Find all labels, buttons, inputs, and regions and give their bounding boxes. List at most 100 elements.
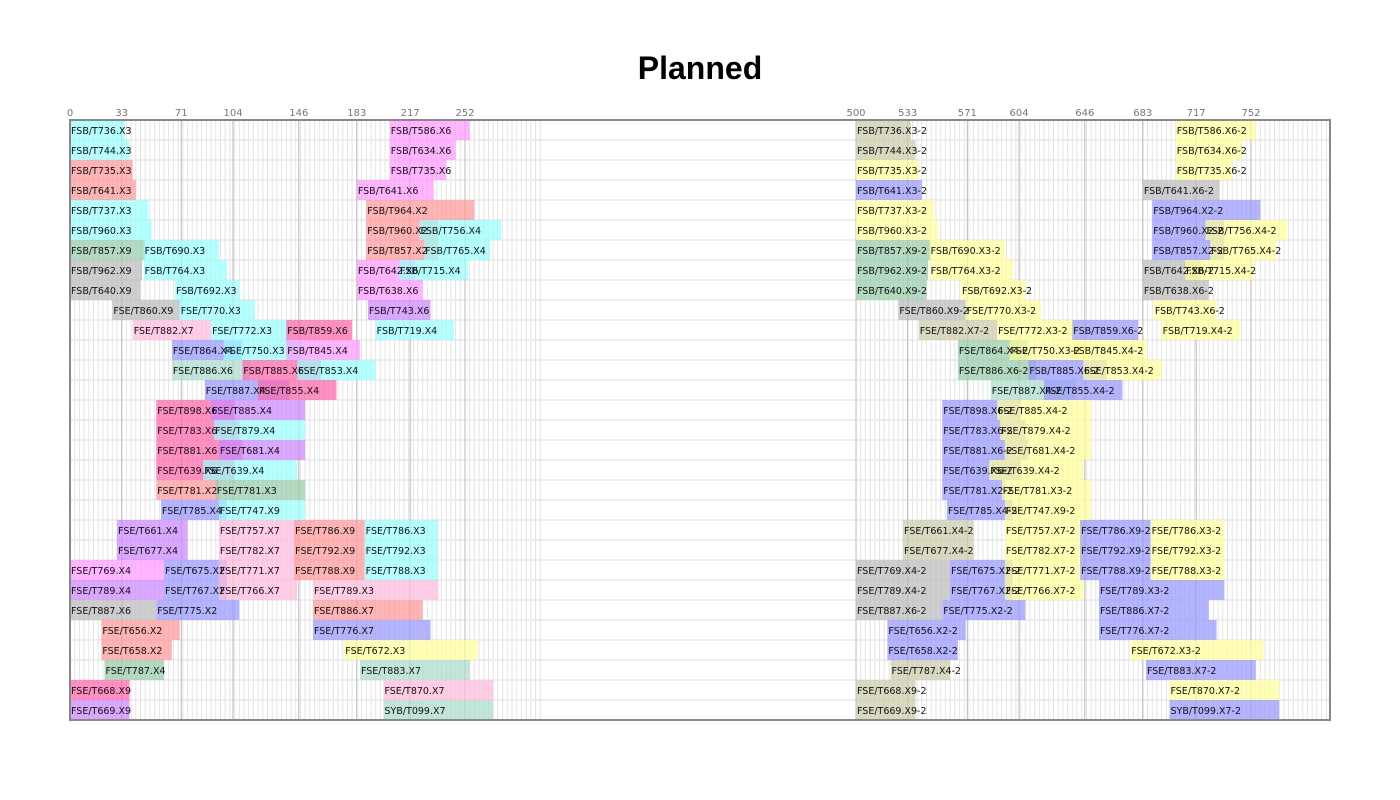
task-label: FSB/T640.X9 (71, 286, 132, 297)
task-bar (1044, 380, 1123, 400)
task-label: FSE/T882.X7-2 (920, 326, 990, 337)
task-bar (1004, 520, 1084, 540)
task-bar (950, 560, 1013, 580)
task-label: FSB/T845.X4 (287, 346, 348, 357)
task-label: FSB/T692.X3-2 (962, 286, 1032, 297)
task-label: FSE/T788.X3-2 (1152, 566, 1222, 577)
task-bar (156, 600, 240, 620)
x-tick-label: 752 (1241, 108, 1260, 119)
task-label: FSE/T792.X9 (295, 546, 355, 557)
task-bar (171, 360, 251, 380)
task-label: FSE/T887.X6-2 (857, 606, 927, 617)
task-bar (359, 660, 470, 680)
task-label: FSE/T853.X4-2 (1084, 366, 1154, 377)
task-label: FSB/T737.X3-2 (857, 206, 927, 217)
task-bar (1001, 480, 1092, 500)
task-bar (1175, 120, 1256, 140)
task-bar (70, 200, 149, 220)
task-label: FSE/T661.X4 (118, 526, 178, 537)
task-bar (211, 400, 306, 420)
task-label: FSE/T661.X4-2 (904, 526, 974, 537)
task-bar (1152, 200, 1261, 220)
task-bar (214, 420, 306, 440)
task-label: FSE/T781.X2-2 (943, 486, 1013, 497)
task-bar (1009, 340, 1088, 360)
task-label: FSE/T792.X9-2 (1081, 546, 1151, 557)
task-label: FSB/T715.X4-2 (1186, 266, 1256, 277)
task-label: FSB/T859.X6 (287, 326, 348, 337)
task-label: FSB/T845.X4-2 (1073, 346, 1143, 357)
task-label: FSB/T764.X3 (145, 266, 206, 277)
task-bar (997, 400, 1092, 420)
task-label: FSE/T887.X4 (206, 386, 266, 397)
task-label: FSE/T747.X9 (220, 506, 280, 517)
task-label: FSB/T859.X6-2 (1073, 326, 1143, 337)
task-label: FSE/T785.X4-2 (948, 506, 1018, 517)
x-tick-label: 217 (401, 108, 420, 119)
task-bars (70, 120, 1288, 720)
x-tick-label: 533 (898, 108, 917, 119)
task-bar (101, 640, 172, 660)
task-bar (143, 240, 219, 260)
task-label: FSE/T767.X2 (165, 586, 225, 597)
task-label: FSE/T658.X2-2 (888, 646, 958, 657)
task-label: FSB/T960.X3-2 (857, 226, 927, 237)
task-bar (856, 140, 916, 160)
task-label: FSE/T885.X4-2 (998, 406, 1068, 417)
task-bar (286, 320, 353, 340)
task-bar (366, 240, 439, 260)
task-label: FSB/T960.X2 (367, 226, 428, 237)
task-label: SYB/T099.X7-2 (1170, 706, 1241, 717)
task-bar (1210, 240, 1277, 260)
task-bar (160, 500, 227, 520)
axis-ticks: 0 33 71 104 146 183 217 252 500 533 571 604 646 683 71… (67, 108, 1261, 119)
task-label: FSE/T789.X3-2 (1100, 586, 1170, 597)
task-bar (1145, 660, 1256, 680)
task-bar (903, 540, 974, 560)
task-bar (942, 480, 1005, 500)
x-tick-label: 71 (175, 108, 188, 119)
task-label: FSE/T789.X4-2 (857, 586, 927, 597)
task-label: FSE/T668.X9 (71, 686, 131, 697)
x-tick-label: 146 (289, 108, 308, 119)
task-bar (70, 220, 152, 240)
task-bar (903, 520, 974, 540)
task-label: FSB/T857.X9 (71, 246, 132, 257)
task-label: FSB/T765.X4-2 (1211, 246, 1281, 257)
task-label: FSB/T885.X6 (243, 366, 304, 377)
task-label: FSE/T786.X9-2 (1081, 526, 1151, 537)
task-label: FSE/T677.X4-2 (904, 546, 974, 557)
task-bar (218, 580, 298, 600)
task-bar (364, 520, 439, 540)
task-bar (70, 580, 165, 600)
task-label: FSB/T634.X6-2 (1177, 146, 1247, 157)
x-tick-label: 717 (1187, 108, 1206, 119)
task-bar (215, 480, 306, 500)
task-label: FSE/T787.X4 (105, 666, 165, 677)
task-label: FSE/T781.X3 (217, 486, 277, 497)
task-bar (1000, 420, 1092, 440)
task-label: FSB/T857.X2-2 (1153, 246, 1223, 257)
task-label: FSB/T641.X6 (358, 186, 419, 197)
task-label: FSE/T771.X7 (220, 566, 280, 577)
task-label: FSB/T641.X3-2 (857, 186, 927, 197)
task-bar (856, 240, 932, 260)
task-label: FSB/T735.X3-2 (857, 166, 927, 177)
task-label: FSE/T757.X7-2 (1006, 526, 1076, 537)
task-bar (179, 300, 255, 320)
task-label: FSE/T677.X4 (118, 546, 178, 557)
task-label: FSB/T586.X6-2 (1177, 126, 1247, 137)
task-label: FSE/T886.X7 (314, 606, 374, 617)
task-bar (1083, 360, 1162, 380)
task-label: FSB/T964.X2-2 (1153, 206, 1223, 217)
task-bar (856, 700, 916, 720)
task-label: FSE/T656.X2-2 (888, 626, 958, 637)
task-label: FSE/T788.X9 (295, 566, 355, 577)
task-label: FSE/T750.X3-2 (1011, 346, 1081, 357)
task-label: FSE/T639.X6-2 (943, 466, 1013, 477)
task-bar (70, 280, 141, 300)
task-bar (1142, 180, 1220, 200)
task-label: FSE/T766.X7 (220, 586, 280, 597)
task-label: FSB/T640.X9-2 (857, 286, 927, 297)
task-label: FSB/T744.X3 (71, 146, 132, 157)
